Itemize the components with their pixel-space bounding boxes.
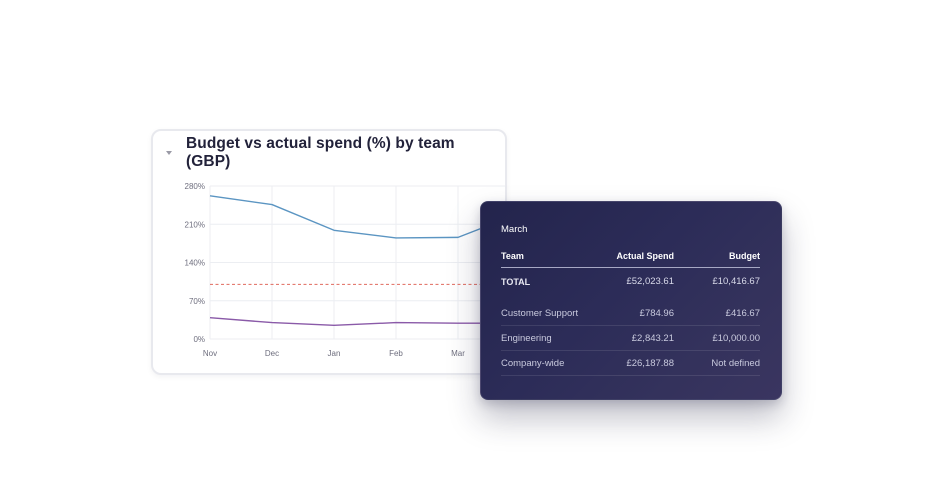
- row-actual: £2,843.21: [631, 332, 674, 344]
- row-budget: £10,000.00: [712, 332, 760, 344]
- row-budget: Not defined: [711, 357, 760, 369]
- total-actual: £52,023.61: [626, 276, 674, 287]
- y-tick-label: 210%: [185, 220, 205, 229]
- chart-header: Budget vs actual spend (%) by team (GBP): [165, 135, 495, 170]
- y-tick-label: 0%: [193, 335, 205, 344]
- tooltip-table: Team Actual Spend Budget TOTAL £52,023.6…: [501, 245, 760, 376]
- tooltip-header-row: Team Actual Spend Budget: [501, 245, 760, 268]
- x-tick-label: Nov: [203, 349, 217, 358]
- y-tick-label: 280%: [185, 182, 205, 191]
- series-line-lower: [209, 316, 505, 327]
- row-team: Company-wide: [501, 357, 565, 369]
- y-tick-label: 70%: [189, 297, 205, 306]
- y-tick-label: 140%: [185, 259, 205, 268]
- total-label: TOTAL: [501, 276, 531, 287]
- tooltip-month: March: [501, 224, 528, 235]
- chart-tooltip: March Team Actual Spend Budget TOTAL £52…: [480, 201, 782, 400]
- series-line-upper: [209, 195, 505, 239]
- table-row: Engineering £2,843.21 £10,000.00: [501, 326, 760, 351]
- chevron-down-icon[interactable]: [166, 151, 172, 155]
- table-row: Customer Support £784.96 £416.67: [501, 301, 760, 326]
- x-tick-label: Mar: [451, 349, 465, 358]
- x-tick-label: Feb: [389, 349, 403, 358]
- total-budget: £10,416.67: [712, 276, 760, 287]
- chart-title: Budget vs actual spend (%) by team (GBP): [186, 135, 455, 170]
- header-budget: Budget: [729, 251, 760, 261]
- x-tick-label: Dec: [265, 349, 279, 358]
- row-team: Engineering: [501, 332, 552, 344]
- chart-card: Budget vs actual spend (%) by team (GBP)…: [151, 129, 507, 375]
- tooltip-total-row: TOTAL £52,023.61 £10,416.67: [501, 268, 760, 295]
- line-chart: 0% 70% 140% 210% 280% Nov Dec Jan Feb Mar: [185, 182, 505, 358]
- row-actual: £784.96: [639, 307, 674, 319]
- row-team: Customer Support: [501, 307, 579, 319]
- row-budget: £416.67: [725, 307, 760, 319]
- header-actual-spend: Actual Spend: [616, 251, 674, 261]
- row-actual: £26,187.88: [626, 357, 674, 369]
- table-row: Company-wide £26,187.88 Not defined: [501, 351, 760, 376]
- header-team: Team: [501, 251, 524, 261]
- x-tick-label: Jan: [328, 349, 341, 358]
